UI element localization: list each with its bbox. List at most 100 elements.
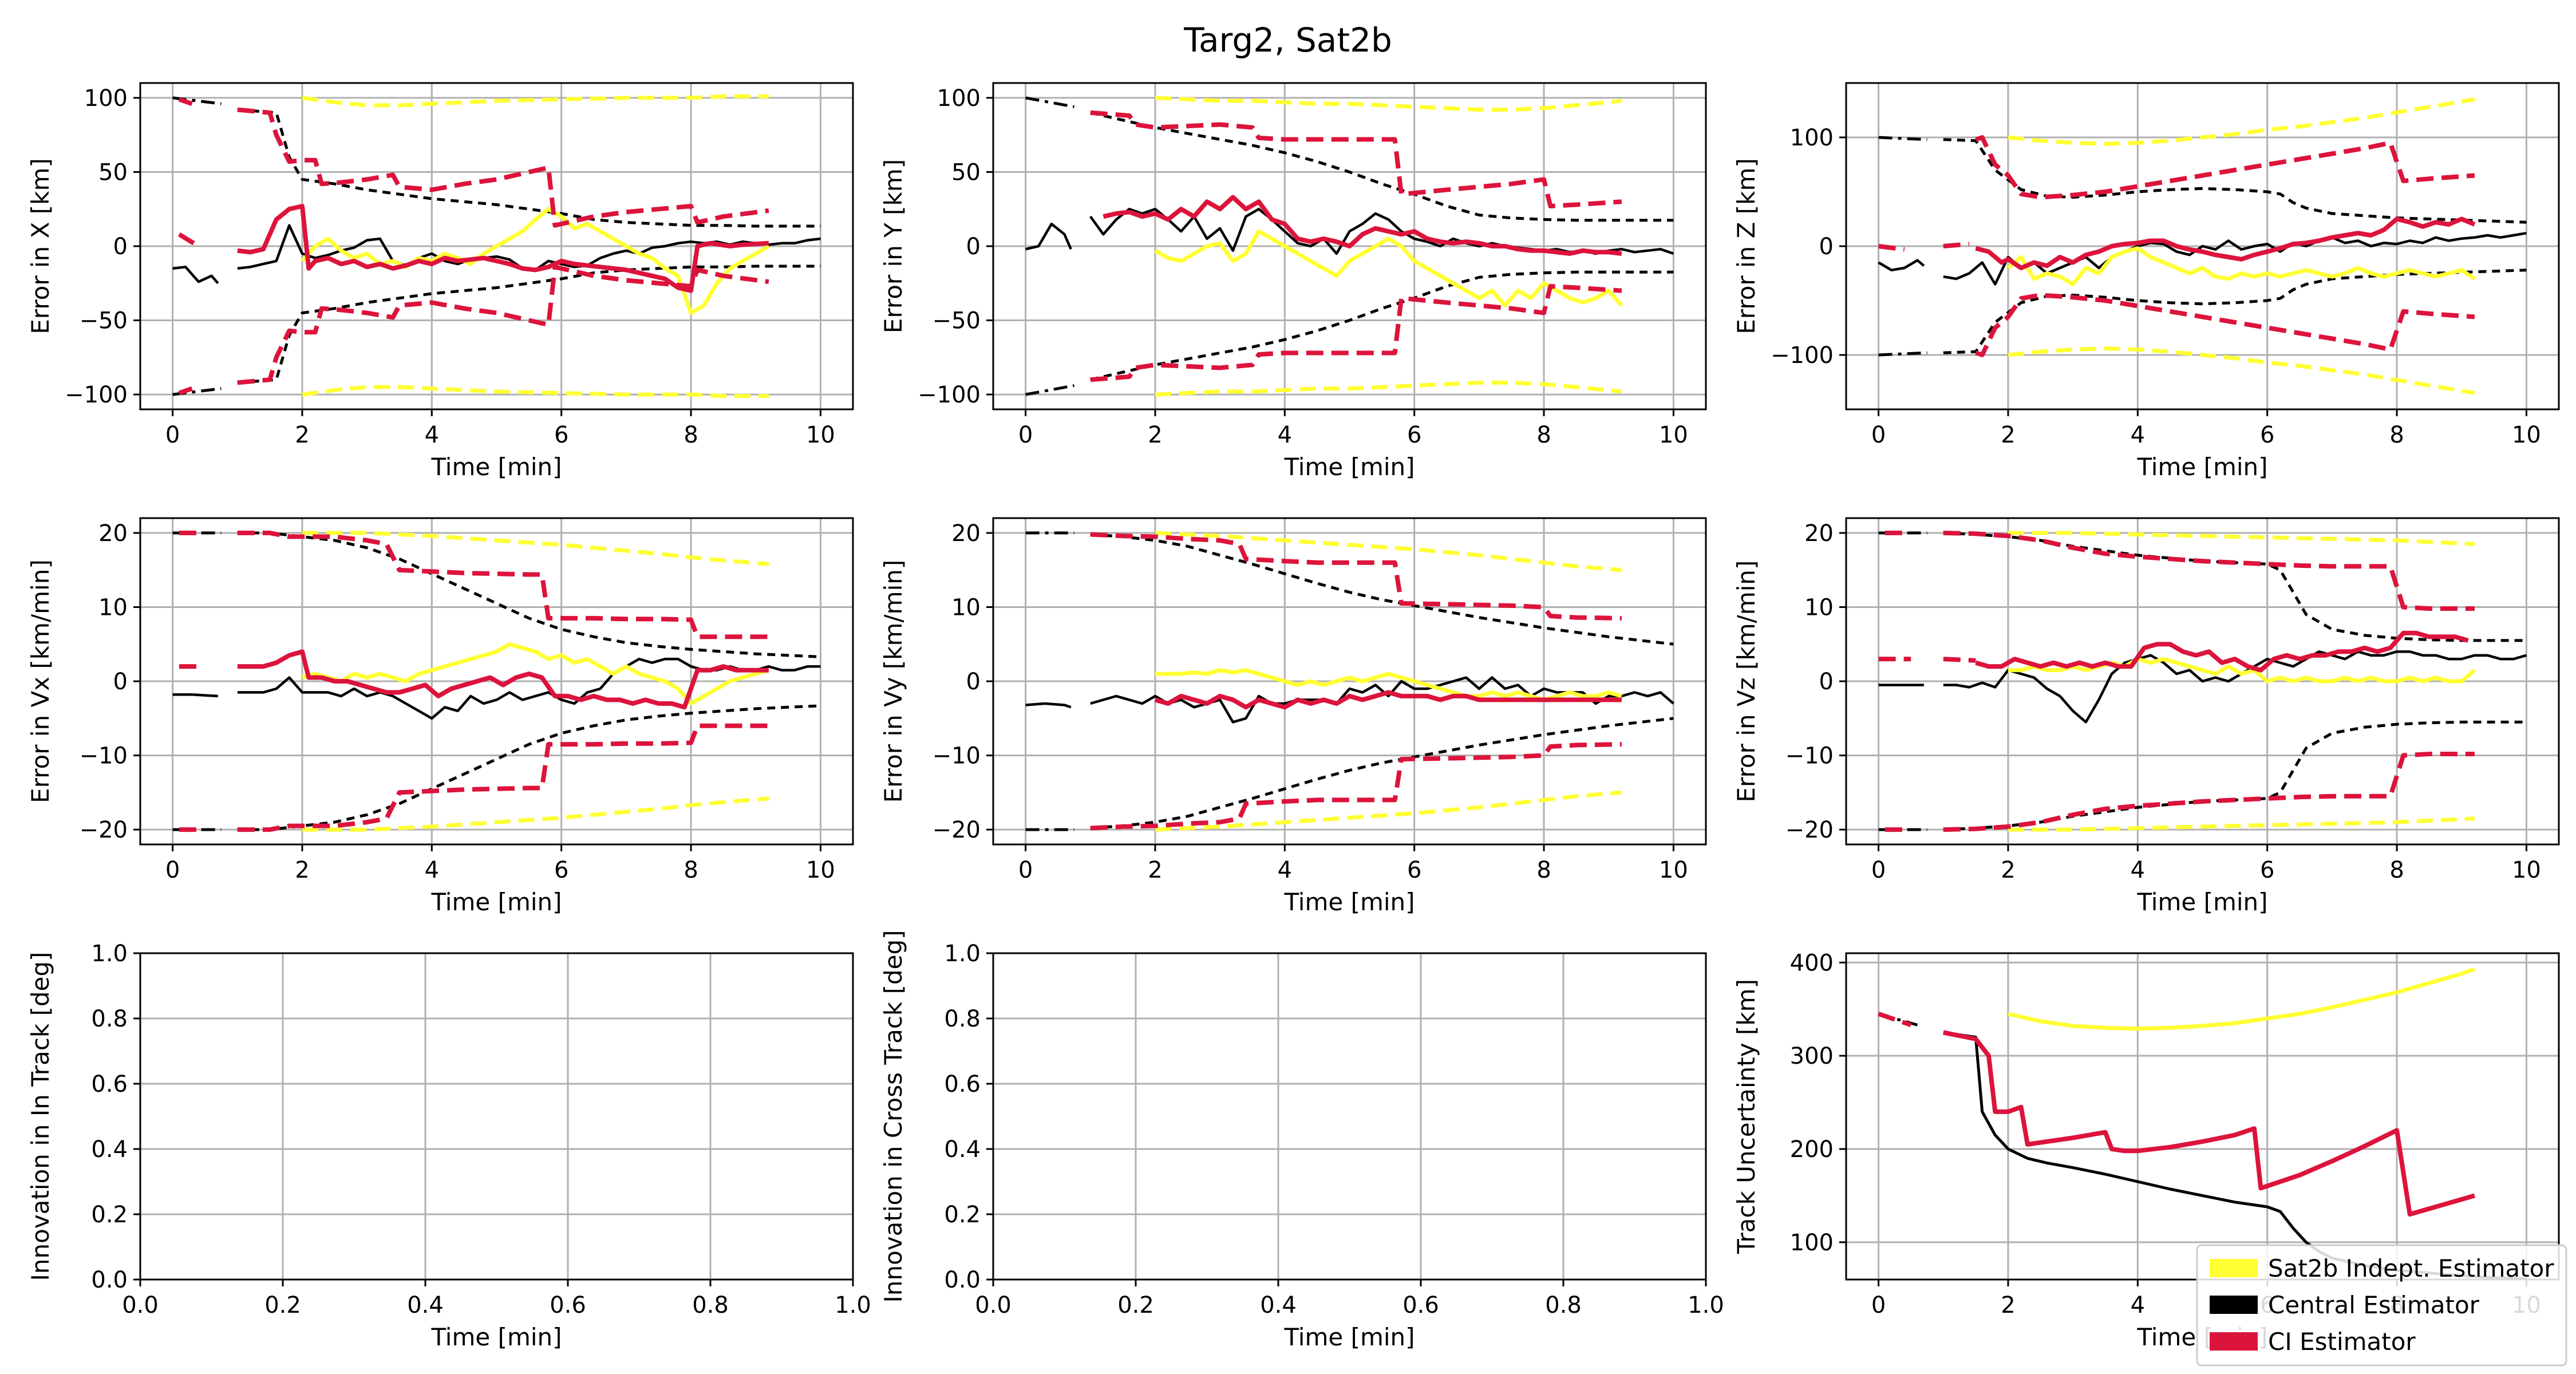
x-tick-label: 0.4: [1260, 1292, 1297, 1318]
y-tick-label: 0.8: [944, 1006, 981, 1032]
y-tick-label: −10: [933, 743, 981, 769]
series-line: [1943, 530, 2475, 611]
x-tick-label: 2: [2001, 857, 2015, 883]
x-tick-label: 0: [1018, 422, 1033, 448]
x-tick-label: 4: [2131, 857, 2145, 883]
series-line: [2008, 816, 2475, 832]
x-tick-label: 0.2: [1117, 1292, 1154, 1318]
subplot-7: 0.0 0.2 0.4 0.6 0.8 1.0 0.0 0.2 0.4 0.6 0.8 1.0 Time…: [26, 941, 871, 1351]
x-tick-label: 4: [2131, 422, 2145, 448]
y-axis-label: Error in Z [km]: [1732, 158, 1760, 334]
y-tick-label: 20: [951, 520, 981, 547]
x-tick-label: 4: [425, 422, 439, 448]
y-tick-label: 0: [113, 234, 128, 260]
y-tick-label: 50: [951, 159, 981, 185]
figure-title: Targ2, Sat2b: [1183, 21, 1392, 60]
legend-frame: [2196, 1244, 2567, 1367]
series-line: [1090, 111, 1674, 222]
series-line: [2008, 657, 2476, 684]
y-tick-label: 1.0: [91, 941, 128, 967]
series-line: [1943, 269, 2527, 354]
series-line: [1155, 96, 1622, 112]
series-line: [1154, 690, 1622, 710]
y-tick-label: 100: [1790, 125, 1834, 151]
y-tick-label: 10: [98, 594, 128, 621]
y-tick-label: 0.6: [944, 1071, 981, 1097]
series-line: [178, 97, 193, 106]
y-axis-label: Error in X [km]: [26, 158, 54, 334]
series-line: [1943, 720, 2527, 831]
series-line: [237, 107, 769, 228]
x-tick-label: 10: [1659, 422, 1688, 448]
y-tick-label: 0: [113, 669, 128, 695]
series-line: [302, 531, 769, 566]
x-tick-label: 2: [295, 857, 309, 883]
series-line: [1943, 242, 1970, 248]
x-tick-label: 4: [1278, 857, 1292, 883]
y-axis-label: Error in Y [km]: [879, 159, 907, 333]
series-line: [1155, 531, 1622, 572]
x-tick-label: 8: [683, 857, 698, 883]
series-line: [1878, 1012, 1912, 1028]
series-line: [1878, 244, 1905, 252]
series-line: [1943, 531, 2527, 642]
series-line: [172, 693, 218, 698]
y-tick-label: 300: [1790, 1043, 1834, 1069]
subplot-4: 0 2 4 6 8 10 −20 −10 0 10 20 Time [min] Error in Vx …: [26, 517, 854, 916]
y-tick-label: −100: [65, 382, 128, 408]
y-tick-label: 0.0: [91, 1267, 128, 1293]
series-line: [237, 204, 769, 293]
x-axis-label: Time [min]: [1283, 888, 1415, 916]
series-line: [2008, 967, 2476, 1031]
x-tick-label: 6: [554, 857, 568, 883]
legend-label: Sat2b Indept. Estimator: [2268, 1254, 2554, 1282]
x-axis-label: Time [min]: [2136, 888, 2267, 916]
x-tick-label: 0.0: [122, 1292, 159, 1318]
series-group: [1025, 531, 1674, 832]
y-tick-label: 100: [1790, 1230, 1834, 1256]
x-tick-label: 0: [165, 422, 180, 448]
y-tick-label: 0: [966, 669, 981, 695]
y-tick-label: 100: [84, 85, 128, 112]
x-tick-label: 0: [1871, 1292, 1886, 1318]
series-line: [237, 264, 821, 384]
series-line: [1154, 229, 1623, 308]
x-tick-label: 8: [1536, 857, 1551, 883]
x-tick-label: 1.0: [835, 1292, 871, 1318]
series-line: [1943, 657, 1976, 663]
series-line: [1025, 96, 1074, 108]
series-line: [1975, 135, 2475, 200]
legend-swatch: [2210, 1259, 2258, 1277]
y-axis-label: Innovation in Cross Track [deg]: [879, 930, 907, 1302]
x-tick-label: 10: [2512, 857, 2541, 883]
series-line: [2006, 246, 2476, 286]
y-axis-label: Error in Vz [km/min]: [1732, 560, 1760, 803]
y-axis-label: Innovation in In Track [deg]: [26, 952, 54, 1281]
y-axis-label: Track Uncertainty [km]: [1732, 979, 1760, 1254]
x-tick-label: 0.8: [1545, 1292, 1582, 1318]
y-tick-label: 50: [98, 159, 128, 185]
series-line: [1943, 231, 2527, 286]
y-tick-label: 0.2: [91, 1202, 128, 1228]
series-group: [172, 530, 821, 832]
subplot-5: 0 2 4 6 8 10 −20 −10 0 10 20 Time [min] Error in Vy …: [879, 517, 1707, 916]
series-group: [172, 94, 821, 398]
series-line: [1090, 742, 1622, 831]
subplot-3: 0 2 4 6 8 10 −100 0 100 Time [min] Error in Z [km]: [1732, 82, 2560, 481]
y-tick-label: 0: [1819, 669, 1834, 695]
y-tick-label: 400: [1790, 950, 1834, 976]
series-line: [1943, 138, 2527, 224]
series-line: [172, 266, 219, 285]
x-tick-label: 2: [2001, 1292, 2015, 1318]
y-tick-label: 1.0: [944, 941, 981, 967]
series-line: [177, 232, 200, 248]
subplot-6: 0 2 4 6 8 10 −20 −10 0 10 20 Time [min] Error in Vz …: [1732, 517, 2560, 916]
y-tick-label: 200: [1790, 1136, 1834, 1163]
y-axis-label: Error in Vy [km/min]: [879, 560, 907, 803]
series-line: [1943, 1030, 2476, 1217]
x-tick-label: 8: [2389, 422, 2404, 448]
x-tick-label: 0.4: [407, 1292, 444, 1318]
y-tick-label: 100: [937, 85, 981, 112]
